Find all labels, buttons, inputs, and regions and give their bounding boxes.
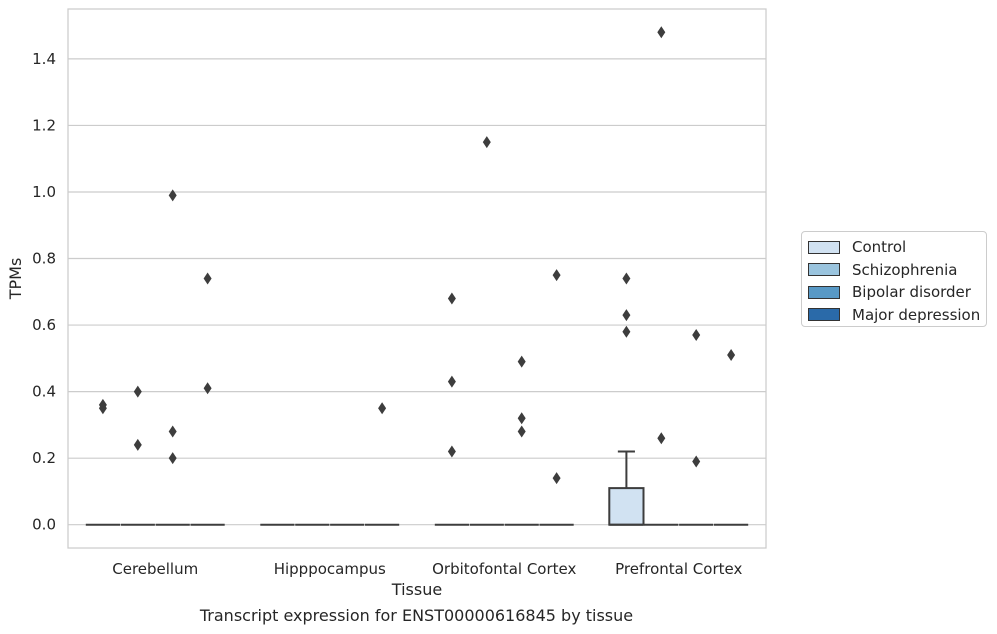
- outlier-marker: [168, 189, 177, 202]
- y-tick-label: 1.4: [32, 50, 56, 68]
- outlier-marker: [482, 136, 491, 149]
- outlier-marker: [692, 329, 701, 342]
- legend-item: Control: [808, 236, 986, 259]
- outlier-marker: [203, 382, 212, 395]
- box-control: [608, 450, 645, 526]
- outlier-marker: [552, 269, 561, 282]
- outlier-marker: [552, 472, 561, 485]
- y-tick-label: 1.0: [32, 183, 56, 201]
- y-tick-label: 0.0: [32, 516, 56, 534]
- grid-lines: [68, 58, 766, 526]
- legend-swatch: [808, 308, 840, 322]
- x-tick-label: Hipppocampus: [274, 560, 386, 578]
- legend-item: Major depression: [808, 304, 986, 327]
- y-tick-label: 0.2: [32, 449, 56, 467]
- legend-item: Bipolar disorder: [808, 281, 986, 304]
- legend-swatch: [808, 240, 840, 254]
- figure-caption: Transcript expression for ENST0000061684…: [199, 606, 634, 625]
- outlier-marker: [622, 325, 631, 338]
- outlier-points: [98, 26, 736, 485]
- legend: Control Schizophrenia Bipolar disorder Majo…: [801, 231, 987, 327]
- legend-label: Schizophrenia: [852, 260, 958, 279]
- y-tick-labels: 0.0 0.2 0.4 0.6 0.8 1.0 1.2 1.4: [32, 50, 56, 534]
- outlier-marker: [727, 349, 736, 362]
- outlier-marker: [447, 375, 456, 388]
- legend-label: Bipolar disorder: [852, 283, 971, 302]
- y-tick-label: 0.4: [32, 383, 56, 401]
- outlier-marker: [622, 309, 631, 322]
- outlier-marker: [517, 412, 526, 425]
- outlier-marker: [133, 438, 142, 451]
- outlier-marker: [133, 385, 142, 398]
- x-tick-label: Cerebellum: [112, 560, 198, 578]
- outlier-marker: [622, 272, 631, 285]
- x-tick-labels: Cerebellum Hipppocampus Orbitofontal Corte…: [112, 560, 742, 578]
- legend-swatch: [808, 263, 840, 277]
- outlier-marker: [517, 355, 526, 368]
- legend-label: Control: [852, 238, 907, 257]
- outlier-marker: [447, 292, 456, 305]
- x-tick-label: Orbitofontal Cortex: [432, 560, 576, 578]
- outlier-marker: [378, 402, 387, 415]
- box-body: [608, 487, 645, 526]
- y-axis-label: TPMs: [6, 258, 25, 301]
- outlier-marker: [517, 425, 526, 438]
- outlier-marker: [447, 445, 456, 458]
- outlier-marker: [692, 455, 701, 468]
- y-tick-label: 0.8: [32, 250, 56, 268]
- outlier-marker: [168, 425, 177, 438]
- y-tick-label: 0.6: [32, 316, 56, 334]
- plot-area-frame: [67, 8, 767, 549]
- legend-label: Major depression: [852, 305, 981, 324]
- box-plots: [85, 450, 749, 526]
- outlier-marker: [657, 432, 666, 445]
- legend-item: Schizophrenia: [808, 259, 986, 282]
- x-axis-label: Tissue: [391, 580, 442, 599]
- outlier-marker: [168, 452, 177, 465]
- legend-swatch: [808, 285, 840, 299]
- x-tick-label: Prefrontal Cortex: [615, 560, 742, 578]
- outlier-marker: [657, 26, 666, 39]
- outlier-marker: [203, 272, 212, 285]
- y-tick-label: 1.2: [32, 116, 56, 134]
- outlier-marker: [98, 402, 107, 415]
